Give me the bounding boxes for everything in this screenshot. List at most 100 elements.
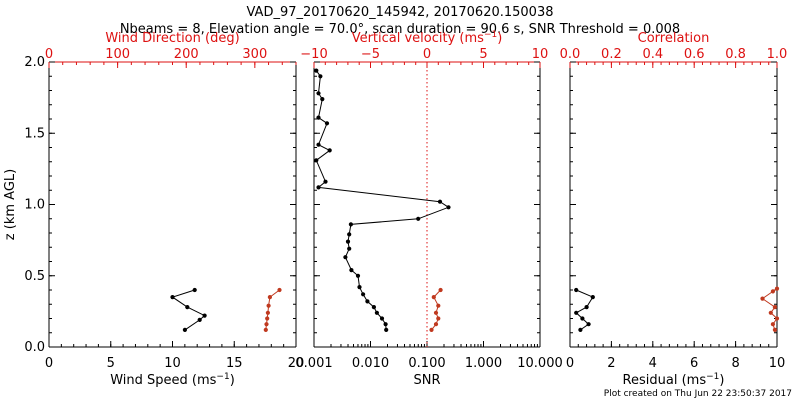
- data-point: [348, 222, 353, 227]
- x-tick-label-bottom: 0: [45, 356, 53, 371]
- x-tick-label-bottom: 0.001: [295, 356, 332, 371]
- data-point: [323, 179, 328, 184]
- x-axis-label-top: Vertical velocity (ms−1): [352, 30, 503, 46]
- x-axis-label-top: Correlation: [638, 31, 710, 46]
- x-tick-label-bottom: 10.000: [517, 356, 563, 371]
- data-point: [202, 313, 207, 318]
- data-point: [578, 327, 583, 332]
- data-point: [192, 287, 197, 293]
- x-axis-label-bottom: Wind Speed (ms−1): [110, 372, 235, 388]
- x-tick-label-bottom: 4: [649, 356, 657, 371]
- data-point: [263, 327, 268, 332]
- x-tick-label-top: 0.0: [560, 47, 581, 62]
- x-axis-label-top: Wind Direction (deg): [105, 31, 239, 46]
- x-tick-label-bottom: 0.100: [408, 356, 445, 371]
- data-point: [345, 239, 351, 244]
- x-axis-label-bottom: Residual (ms−1): [623, 372, 725, 388]
- series-red-top: [429, 287, 443, 332]
- data-point: [436, 316, 441, 321]
- data-point: [768, 310, 773, 315]
- data-point: [774, 316, 780, 321]
- series-black-bottom: [574, 287, 595, 332]
- data-point: [327, 148, 332, 153]
- data-point: [586, 322, 591, 327]
- data-point: [433, 322, 439, 327]
- data-point: [770, 322, 776, 327]
- y-tick-label: 0.5: [24, 269, 45, 284]
- x-tick-label-top: 0.8: [725, 47, 746, 62]
- x-tick-label-top: 0: [45, 47, 53, 62]
- data-point: [265, 316, 270, 321]
- data-point: [371, 305, 376, 310]
- data-point: [361, 292, 366, 297]
- series-black-bottom: [170, 287, 207, 332]
- x-tick-label-bottom: 10: [769, 356, 786, 371]
- data-point: [438, 287, 443, 293]
- data-point: [437, 199, 443, 204]
- data-point: [170, 295, 175, 300]
- data-point: [320, 97, 325, 102]
- x-tick-label-top: −10: [300, 47, 327, 62]
- x-tick-label-bottom: 1.000: [465, 356, 502, 371]
- data-point: [267, 295, 272, 300]
- data-point: [316, 142, 321, 147]
- data-point: [379, 316, 385, 321]
- data-point: [349, 268, 354, 273]
- data-point: [431, 295, 436, 300]
- data-point: [590, 295, 595, 300]
- x-tick-label-top: 10: [532, 47, 549, 62]
- panel-snr: 0.001 0.010 0.100 1.000 10.000 SNR −10 −5 0 5 10 Ve…: [295, 30, 562, 388]
- data-point: [357, 285, 362, 290]
- x-tick-label-bottom: 8: [731, 356, 739, 371]
- x-tick-label-bottom: 10: [164, 356, 181, 371]
- data-point: [384, 327, 389, 332]
- data-point: [416, 216, 421, 221]
- figure-title: VAD_97_20170620_145942, 20170620.150038: [247, 5, 554, 20]
- series-red-top: [263, 287, 282, 332]
- y-tick-label: 1.0: [24, 198, 45, 213]
- data-point: [774, 286, 780, 291]
- data-point: [316, 185, 321, 190]
- data-point: [574, 310, 579, 315]
- data-point: [760, 296, 765, 301]
- data-point: [436, 303, 441, 308]
- x-tick-label-bottom: 0: [566, 356, 574, 371]
- x-tick-label-top: 5: [479, 47, 487, 62]
- data-point: [316, 115, 321, 120]
- data-point: [772, 305, 778, 310]
- x-tick-label-top: −5: [361, 47, 380, 62]
- data-point: [265, 310, 270, 315]
- series-black-bottom: [314, 68, 451, 332]
- figure-subtitle: Nbeams = 8, Elevation angle = 70.0°, sca…: [120, 22, 680, 37]
- data-point: [324, 121, 330, 126]
- data-point: [314, 158, 319, 163]
- x-tick-label-top: 100: [105, 47, 130, 62]
- series-line: [315, 70, 450, 330]
- x-tick-label-top: 1.0: [767, 47, 788, 62]
- panel-residual: 0 2 4 6 8 10 Residual (ms−1) 0.0 0.2 0.4 0.6 0.8 1.0…: [560, 31, 788, 388]
- y-tick-label: 1.5: [24, 126, 45, 141]
- data-point: [580, 316, 585, 321]
- data-point: [355, 273, 361, 278]
- x-tick-label-bottom: 2: [607, 356, 615, 371]
- series-red-top: [760, 286, 780, 332]
- data-point: [277, 287, 282, 293]
- series-line: [171, 289, 206, 331]
- data-point: [185, 305, 190, 310]
- data-point: [574, 287, 579, 293]
- x-tick-label-top: 0.4: [642, 47, 663, 62]
- data-point: [347, 232, 352, 237]
- data-point: [264, 322, 269, 327]
- data-point: [374, 310, 379, 315]
- x-tick-label-bottom: 20: [288, 356, 305, 371]
- data-point: [365, 299, 370, 304]
- data-point: [347, 246, 352, 251]
- x-tick-label-bottom: 5: [107, 356, 115, 371]
- data-point: [383, 322, 388, 327]
- y-tick-label: 0.0: [24, 340, 45, 355]
- data-point: [770, 289, 776, 294]
- y-axis-label: z (km AGL): [3, 169, 18, 240]
- x-tick-label-top: 300: [242, 47, 267, 62]
- data-point: [584, 305, 589, 310]
